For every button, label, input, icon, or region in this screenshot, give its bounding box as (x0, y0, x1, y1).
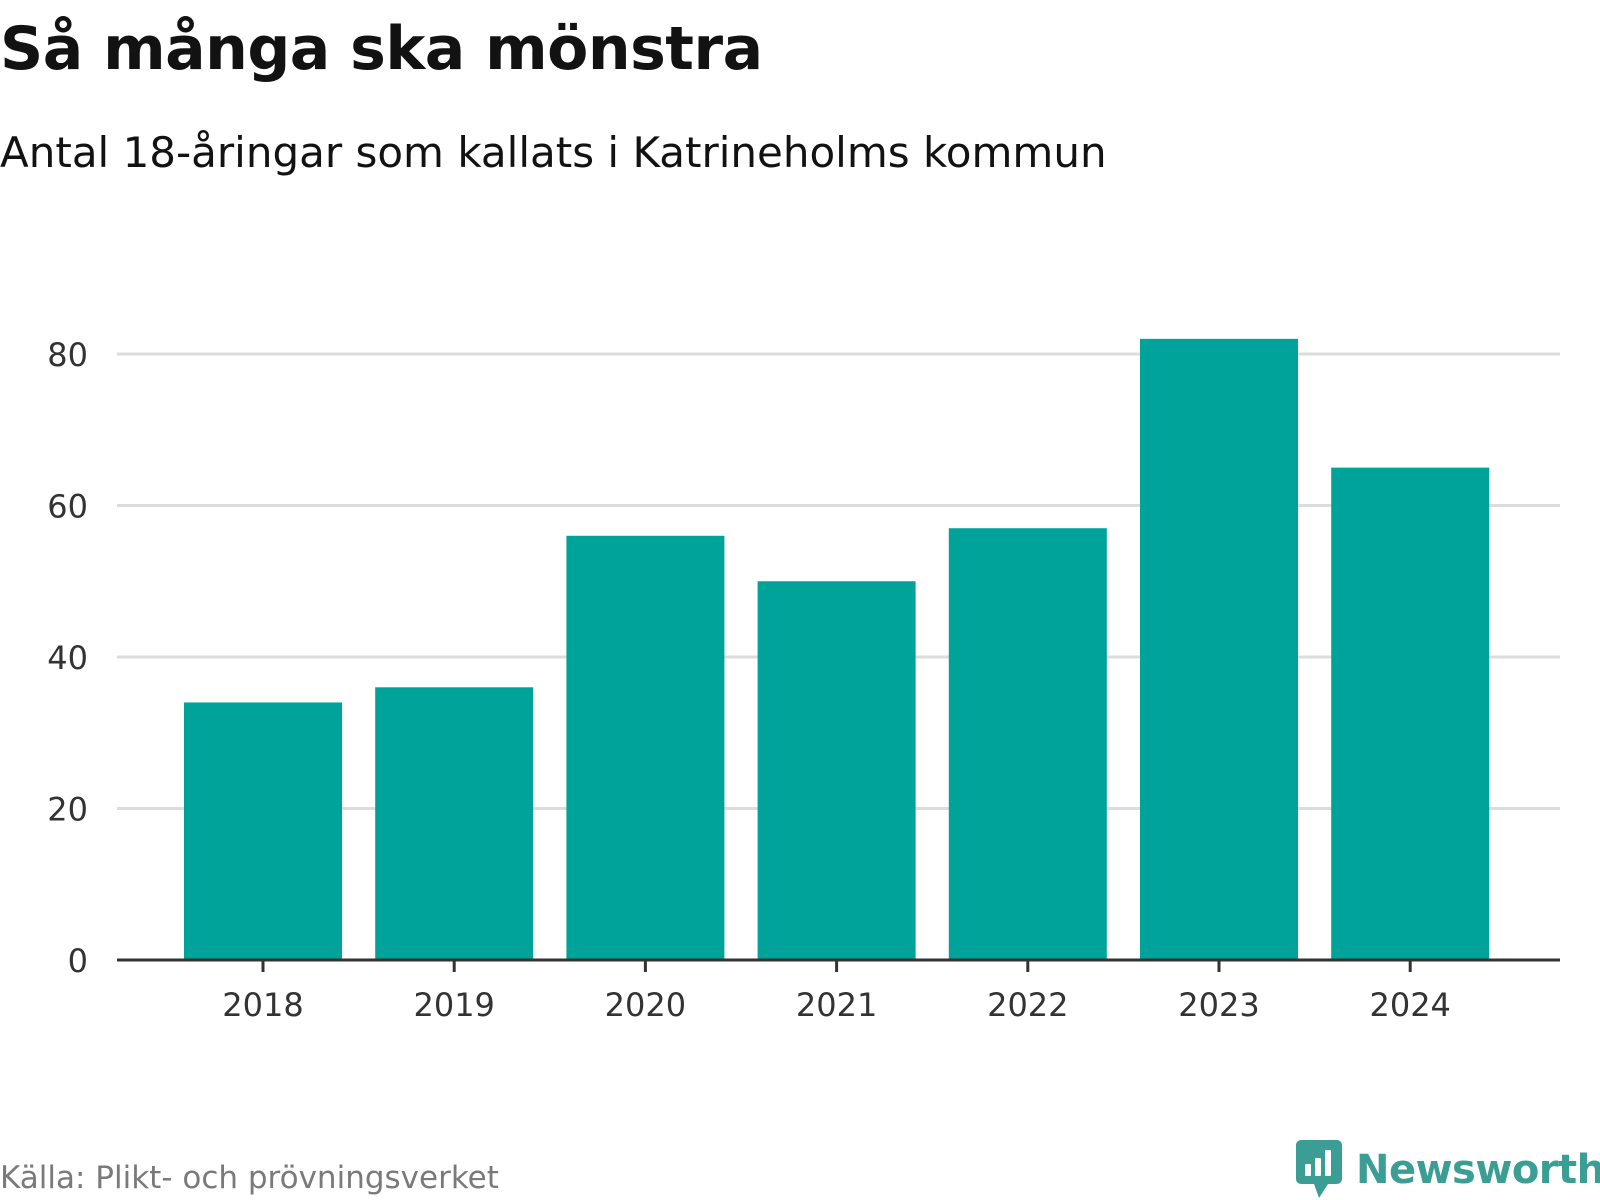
x-tick-label: 2023 (1178, 986, 1259, 1024)
y-tick-label: 60 (47, 488, 88, 526)
chart-subtitle: Antal 18-åringar som kallats i Katrineho… (0, 128, 1107, 177)
x-tick-label: 2021 (796, 986, 877, 1024)
bar-2023 (1140, 338, 1298, 961)
chart-title: Så många ska mönstra (0, 14, 763, 84)
bar-2018 (184, 702, 342, 960)
y-tick-label: 80 (47, 336, 88, 374)
bar-2021 (757, 581, 916, 960)
bar-2020 (566, 535, 725, 960)
bar-2019 (375, 687, 534, 960)
y-tick-label: 40 (47, 639, 88, 677)
brand-logo: Newsworthy (1294, 1140, 1600, 1200)
y-tick-label: 20 (47, 791, 88, 829)
source-note: Källa: Plikt- och prövningsverket (0, 1160, 499, 1196)
x-tick-label: 2019 (413, 986, 494, 1024)
bar-2022 (948, 528, 1107, 960)
bar-chart-speech-bubble-icon (1296, 1140, 1342, 1198)
y-tick-label: 0 (68, 942, 88, 980)
x-tick-label: 2018 (222, 986, 303, 1024)
x-tick-label: 2020 (605, 986, 686, 1024)
bar-2024 (1331, 467, 1490, 960)
x-tick-label: 2024 (1369, 986, 1450, 1024)
x-tick-label: 2022 (987, 986, 1068, 1024)
brand-name: Newsworthy (1356, 1147, 1600, 1193)
